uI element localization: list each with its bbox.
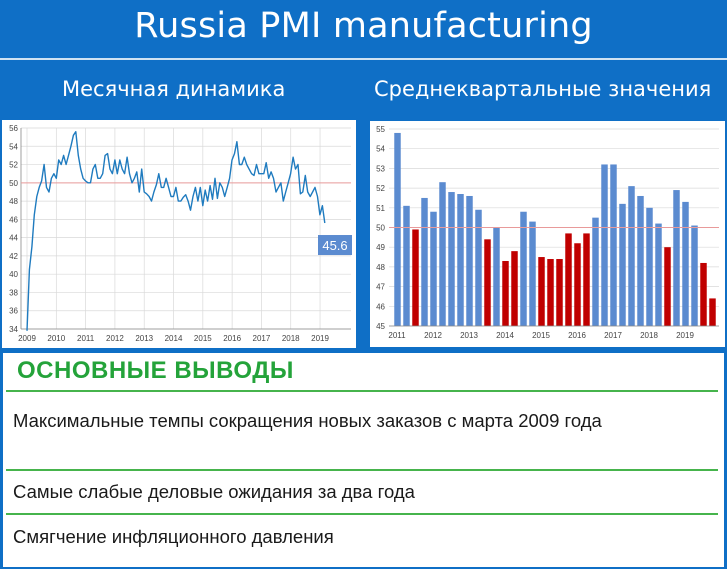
y-tick-label: 45 (376, 322, 385, 331)
y-tick-label: 55 (376, 125, 385, 134)
monthly-line-chart: 34 36 38 40 42 44 46 48 50 52 54 56 2009 2010 2011 2012… (9, 124, 352, 343)
key-findings-heading: ОСНОВНЫЕ ВЫВОДЫ (17, 357, 294, 384)
x-tick-label: 2012 (106, 334, 124, 343)
quarterly-bar (655, 223, 662, 326)
y-tick-label: 47 (376, 283, 385, 292)
x-tick-label: 2011 (77, 334, 95, 343)
left-chart-subtitle: Месячная динамика (62, 77, 286, 101)
x-tick-label: 2013 (460, 331, 478, 340)
y-tick-label: 38 (9, 288, 18, 297)
quarterly-bar (466, 195, 473, 326)
quarterly-bar (709, 298, 716, 326)
finding-divider (6, 469, 718, 471)
y-tick-label: 42 (9, 252, 18, 261)
quarterly-bar (628, 186, 635, 326)
page-title: Russia PMI manufacturing (134, 6, 593, 46)
last-value-label-box (318, 235, 352, 256)
quarterly-bar (439, 182, 446, 326)
y-tick-label: 52 (9, 161, 18, 170)
y-tick-label: 50 (9, 179, 18, 188)
finding-item: Самые слабые деловые ожидания за два год… (13, 481, 415, 502)
y-tick-label: 34 (9, 325, 18, 334)
x-tick-label: 2015 (532, 331, 550, 340)
y-tick-label: 40 (9, 270, 18, 279)
y-tick-label: 51 (376, 204, 385, 213)
quarterly-bar (538, 257, 545, 326)
x-tick-label: 2016 (223, 334, 241, 343)
quarterly-bar (547, 259, 554, 326)
quarterly-bar (637, 195, 644, 326)
y-tick-label: 56 (9, 124, 18, 133)
y-tick-label: 50 (376, 224, 385, 233)
x-tick-label: 2019 (311, 334, 329, 343)
x-tick-label: 2017 (604, 331, 622, 340)
x-tick-label: 2019 (676, 331, 694, 340)
key-findings-panel: ОСНОВНЫЕ ВЫВОДЫ Максимальные темпы сокра… (3, 353, 724, 567)
quarterly-bar (583, 233, 590, 326)
quarterly-bar (511, 251, 518, 326)
quarterly-bar (592, 217, 599, 326)
y-tick-label: 44 (9, 234, 18, 243)
quarterly-bar (457, 194, 464, 326)
quarterly-bar (493, 227, 500, 326)
x-tick-label: 2010 (47, 334, 65, 343)
title-divider (0, 58, 727, 60)
x-tick-label: 2014 (165, 334, 183, 343)
quarterly-bar (403, 205, 410, 326)
quarterly-bar (412, 229, 419, 326)
quarterly-bar (430, 211, 437, 326)
x-tick-label: 2013 (135, 334, 153, 343)
quarterly-bar (475, 209, 482, 326)
x-tick-label: 2018 (640, 331, 658, 340)
quarterly-bar (673, 190, 680, 326)
x-tick-label: 2017 (253, 334, 271, 343)
quarterly-bar (610, 164, 617, 326)
heading-divider (6, 390, 718, 392)
quarterly-bar (664, 247, 671, 326)
last-value-label: 45.6 (322, 238, 347, 253)
y-tick-label: 54 (9, 142, 18, 151)
quarterly-bar (529, 221, 536, 326)
quarterly-bar (691, 225, 698, 326)
quarterly-bar (565, 233, 572, 326)
y-tick-label: 53 (376, 164, 385, 173)
quarterly-bar (682, 201, 689, 326)
y-tick-label: 48 (9, 197, 18, 206)
y-tick-label: 46 (9, 215, 18, 224)
quarterly-bar (520, 211, 527, 326)
y-tick-label: 46 (376, 302, 385, 311)
monthly-line-chart-panel: 34 36 38 40 42 44 46 48 50 52 54 56 2009 2010 2011 2012… (2, 120, 356, 348)
quarterly-bar (574, 243, 581, 326)
right-chart-subtitle: Среднеквартальные значения (374, 77, 712, 101)
y-tick-label: 54 (376, 145, 385, 154)
y-tick-label: 36 (9, 307, 18, 316)
x-tick-label: 2016 (568, 331, 586, 340)
y-tick-label: 52 (376, 184, 385, 193)
x-tick-label: 2018 (282, 334, 300, 343)
quarterly-bar (700, 262, 707, 326)
x-tick-label: 2009 (18, 334, 36, 343)
quarterly-bar (448, 192, 455, 326)
x-tick-label: 2015 (194, 334, 212, 343)
quarterly-bar-chart: 45 46 47 48 49 50 51 52 53 54 55 2011 2012 2013 2014 20… (376, 125, 719, 340)
quarterly-bar (646, 207, 653, 326)
quarterly-bar (502, 260, 509, 326)
y-tick-label: 49 (376, 243, 385, 252)
quarterly-bar-chart-panel: 45 46 47 48 49 50 51 52 53 54 55 2011 2012 2013 2014 20… (370, 121, 725, 347)
x-tick-label: 2012 (424, 331, 442, 340)
quarterly-bar (601, 164, 608, 326)
pmi-monthly-series (26, 130, 326, 331)
y-tick-label: 48 (376, 263, 385, 272)
quarterly-bar (556, 259, 563, 326)
x-tick-label: 2011 (388, 331, 406, 340)
finding-divider (6, 513, 718, 515)
quarterly-bar (619, 203, 626, 326)
quarterly-bar (484, 239, 491, 326)
finding-item: Максимальные темпы сокращения новых зака… (13, 410, 602, 431)
finding-item: Смягчение инфляционного давления (13, 526, 334, 547)
quarterly-bar (421, 197, 428, 326)
x-tick-label: 2014 (496, 331, 514, 340)
quarterly-bar (394, 132, 401, 326)
